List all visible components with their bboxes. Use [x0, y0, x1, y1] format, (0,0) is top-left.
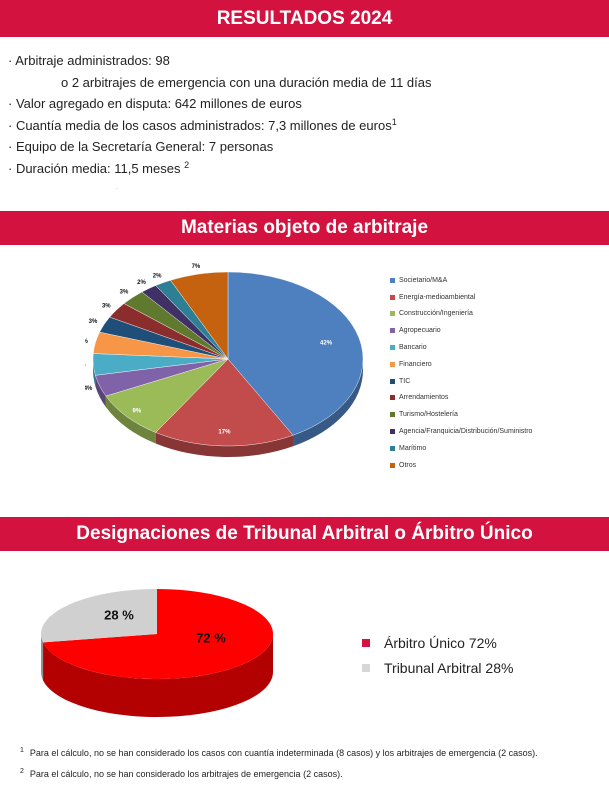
pie-label-otros: 7%	[192, 264, 201, 270]
legend-swatch	[362, 663, 370, 672]
legend-label: Marítimo	[399, 444, 427, 452]
pie-label-agropecuario: 4%	[85, 386, 93, 392]
footnote-ref-1: 1	[391, 116, 397, 127]
stat-cuantia: · Cuantía media de los casos administrad…	[8, 115, 432, 137]
pie-label-energia-medioambiental: 17%	[218, 430, 231, 436]
legend-item-construccion-ingenieria: Construcción/Ingeniería	[390, 306, 532, 323]
legend-label: Agencia/Franquicia/Distribución/Suminist…	[399, 428, 533, 436]
pie-label-tic: 3%	[89, 319, 98, 325]
pie-slice-tribunal-arbitral	[40, 589, 157, 643]
pie-label-maritimo: 2%	[153, 273, 162, 279]
footnote-1: 1 Para el cálculo, no se han considerado …	[20, 747, 538, 758]
stat-valor: · Valor agregado en disputa: 642 millone…	[8, 96, 302, 111]
legend-item-societario-m-a: Societario/M&A	[390, 272, 532, 289]
legend-item-agencia-franquicia-distribucion-suministro: Agencia/Franquicia/Distribución/Suminist…	[390, 423, 532, 440]
materias-pie-chart: 42% 17% 9% 4% 4% 4% 3% 3% 3% 2% 2% 7%	[85, 264, 364, 457]
pie-side-tribunal-arbitral	[41, 634, 44, 681]
stat-arbitrajes: · Arbitraje administrados: 98	[8, 53, 170, 68]
pie-side-agropecuario	[95, 375, 106, 408]
pie-label-bancario: 4%	[85, 363, 86, 369]
pie-slice-energia-medioambiental	[155, 358, 294, 447]
pie-label-arbitro-unico: 72 %	[196, 630, 226, 645]
legend-label: Otros	[399, 461, 417, 469]
stat-duracion-text: · Duración media: 11,5 meses	[8, 160, 185, 176]
legend-label: Tribunal Arbitral 28%	[384, 659, 514, 676]
legend-item-maritimo: Marítimo	[390, 440, 532, 457]
legend-item-energia-medioambiental: Energía-medioambiental	[390, 289, 532, 306]
footnote-mark: 1	[20, 747, 24, 754]
pie-label-turismo-hosteleria: 3%	[120, 290, 129, 296]
legend-item-otros: Otros	[390, 457, 532, 474]
footnote-ref-2: 2	[184, 159, 190, 170]
legend-swatch	[390, 311, 395, 317]
legend-item-tribunal-arbitral: Tribunal Arbitral 28%	[362, 655, 513, 680]
pie-label-societario-m-a: 42%	[320, 340, 333, 346]
legend-label: Societario/M&A	[399, 276, 448, 284]
legend-swatch	[390, 294, 395, 300]
footnote-mark: 2	[20, 768, 24, 775]
legend-swatch	[390, 361, 395, 367]
pie-side-energia-medioambiental	[155, 432, 294, 457]
designaciones-legend: Árbitro Único 72% Tribunal Arbitral 28%	[362, 630, 513, 680]
legend-swatch	[390, 429, 395, 435]
pie-slice-arbitro-unico	[43, 589, 273, 679]
stat-equipo: · Equipo de la Secretaría General: 7 per…	[8, 139, 274, 154]
legend-item-financiero: Financiero	[390, 356, 532, 373]
footnote-text: Para el cálculo, no se han considerado l…	[29, 769, 343, 779]
legend-swatch	[362, 638, 370, 647]
legend-label: Turismo/Hostelería	[399, 411, 458, 419]
pie-label-construccion-ingenieria: 9%	[133, 408, 142, 414]
pie-side-societario-m-a	[293, 359, 363, 447]
footnote-text: Para el cálculo, no se han considerado l…	[29, 748, 538, 758]
pie-side-construccion-ingenieria	[105, 396, 156, 444]
designaciones-pie-chart: 72 % 28 %	[40, 589, 273, 717]
pie-label-tribunal-arbitral: 28 %	[104, 607, 134, 622]
pie-side-arbitro-unico	[43, 634, 273, 717]
legend-swatch	[390, 277, 395, 283]
legend-label: Arrendamientos	[399, 394, 449, 402]
page-title: RESULTADOS 2024	[0, 0, 609, 37]
legend-label: Bancario	[399, 344, 427, 352]
materias-legend: Societario/M&A Energía-medioambiental Cons…	[390, 272, 532, 474]
pie-slice-otros	[170, 271, 229, 360]
stats-list: · Arbitraje administrados: 98 o 2 arbitr…	[8, 50, 432, 179]
legend-label: Agropecuario	[399, 327, 441, 335]
legend-swatch	[390, 395, 395, 401]
legend-swatch	[390, 378, 395, 384]
pie-label-arrendamientos: 3%	[102, 303, 111, 309]
legend-item-bancario: Bancario	[390, 339, 532, 356]
legend-swatch	[390, 345, 395, 351]
stat-emergencia: o 2 arbitrajes de emergencia con una dur…	[61, 74, 432, 90]
legend-item-agropecuario: Agropecuario	[390, 322, 532, 339]
section-title-materias: Materias objeto de arbitraje	[0, 211, 609, 245]
legend-item-arrendamientos: Arrendamientos	[390, 390, 532, 407]
section-title-designaciones: Designaciones de Tribunal Arbitral o Árb…	[0, 517, 609, 551]
pie-label-financiero: 4%	[85, 339, 88, 345]
stray-dot: .	[116, 185, 118, 191]
legend-item-turismo-hosteleria: Turismo/Hostelería	[390, 406, 532, 423]
legend-label: Construcción/Ingeniería	[399, 310, 473, 318]
footnote-2: 2 Para el cálculo, no se han considerado …	[20, 768, 343, 779]
legend-swatch	[390, 445, 395, 451]
legend-item-arbitro-unico: Árbitro Único 72%	[362, 630, 513, 655]
stat-duracion: · Duración media: 11,5 meses 2	[8, 158, 432, 180]
pie-label-agencia-franquicia-distribucion-suministro: 2%	[137, 280, 146, 286]
legend-label: Árbitro Único 72%	[384, 634, 497, 651]
legend-label: Energía-medioambiental	[399, 293, 476, 301]
legend-swatch	[390, 328, 395, 334]
legend-label: TIC	[399, 377, 411, 385]
legend-item-tic: TIC	[390, 373, 532, 390]
legend-swatch	[390, 412, 395, 418]
pie-side-bancario	[93, 359, 96, 387]
legend-swatch	[390, 462, 395, 468]
legend-label: Financiero	[399, 360, 432, 368]
stat-cuantia-text: · Cuantía media de los casos administrad…	[8, 117, 392, 133]
pie-slice-societario-m-a	[227, 271, 364, 436]
